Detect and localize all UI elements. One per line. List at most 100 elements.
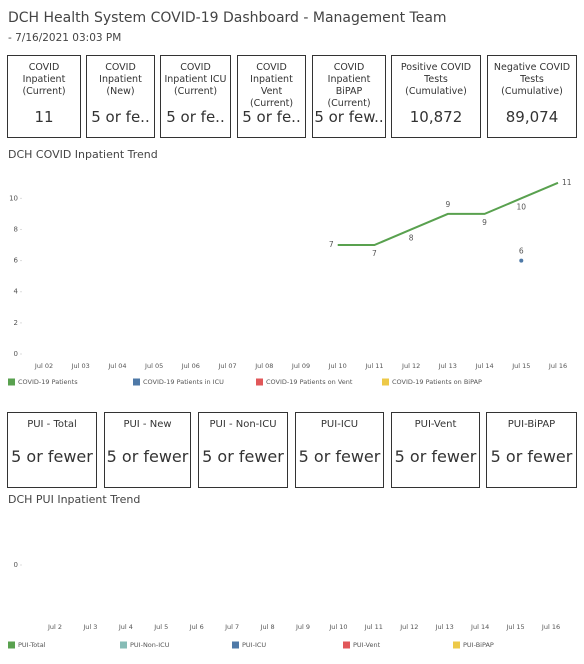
x-tick-label: Jul 10 bbox=[328, 362, 347, 370]
pui-card: PUI - Total 5 or fewer bbox=[7, 412, 97, 488]
pui-card: PUI - New 5 or fewer bbox=[104, 412, 191, 488]
x-tick-label: Jul 10 bbox=[328, 623, 347, 631]
x-tick-label: Jul 15 bbox=[511, 362, 530, 370]
y-tick-label: 0 bbox=[14, 350, 18, 358]
x-tick-label: Jul 2 bbox=[47, 623, 62, 631]
chart: DCH COVID Inpatient Trend 0 2 4 6 8 10 Jul 02 Ju… bbox=[8, 148, 572, 386]
chart-title: DCH COVID Inpatient Trend bbox=[8, 148, 158, 161]
pui-label: PUI - New bbox=[123, 419, 172, 430]
pui-value: 5 or fewer bbox=[394, 447, 477, 466]
kpi-label: COVID Inpatient ICU (Current) bbox=[164, 62, 227, 97]
data-label: 7 bbox=[372, 249, 377, 258]
x-tick-label: Jul 4 bbox=[118, 623, 133, 631]
pui-value: 5 or fewer bbox=[106, 447, 189, 466]
kpi-label: COVID Inpatient Vent (Current) bbox=[249, 62, 294, 109]
pui-label: PUI-Vent bbox=[414, 419, 457, 430]
kpi-card: COVID Inpatient (Current) 11 bbox=[7, 55, 81, 138]
legend-label: COVID-19 Patients bbox=[18, 378, 78, 386]
legend-label: PUI-ICU bbox=[242, 641, 266, 649]
x-tick-label: Jul 14 bbox=[470, 623, 489, 631]
x-tick-label: Jul 11 bbox=[364, 362, 383, 370]
pui-label: PUI - Total bbox=[27, 419, 77, 430]
legend-label: PUI-Total bbox=[18, 641, 46, 649]
kpi-card: COVID Inpatient BiPAP (Current) 5 or few.… bbox=[312, 55, 386, 138]
data-label: 8 bbox=[409, 233, 414, 242]
x-tick-label: Jul 05 bbox=[144, 362, 163, 370]
x-tick-label: Jul 3 bbox=[82, 623, 97, 631]
x-tick-label: Jul 8 bbox=[260, 623, 275, 631]
series-point bbox=[519, 258, 524, 263]
legend-swatch bbox=[382, 378, 389, 386]
x-tick-label: Jul 06 bbox=[181, 362, 200, 370]
pui-value: 5 or fewer bbox=[202, 447, 284, 466]
pui-value: 5 or fewer bbox=[490, 447, 573, 466]
x-tick-label: Jul 13 bbox=[438, 362, 457, 370]
data-label: 11 bbox=[562, 178, 572, 187]
legend-label: PUI-BiPAP bbox=[463, 641, 494, 649]
x-tick-label: Jul 16 bbox=[548, 362, 567, 370]
legend-label: COVID-19 Patients on Vent bbox=[266, 378, 353, 386]
legend-label: COVID-19 Patients in ICU bbox=[143, 378, 224, 386]
pui-value: 5 or fewer bbox=[298, 447, 381, 466]
x-tick-label: Jul 9 bbox=[295, 623, 310, 631]
x-tick-label: Jul 03 bbox=[71, 362, 90, 370]
chart-title: DCH PUI Inpatient Trend bbox=[8, 493, 140, 506]
chart: DCH PUI Inpatient Trend 0 Jul 2 Jul 3 Jul 4 J… bbox=[8, 493, 560, 649]
y-tick-label: 0 bbox=[14, 561, 18, 569]
kpi-card: Negative COVID Tests (Cumulative) 89,074 bbox=[487, 55, 577, 138]
legend-swatch bbox=[120, 641, 127, 649]
legend-swatch bbox=[8, 641, 15, 649]
legend-swatch bbox=[232, 641, 239, 649]
kpi-label: Negative COVID Tests (Cumulative) bbox=[493, 62, 571, 97]
kpi-card: COVID Inpatient (New) 5 or fe.. bbox=[86, 55, 155, 138]
legend-swatch bbox=[343, 641, 350, 649]
data-label: 10 bbox=[517, 202, 527, 211]
legend-swatch bbox=[256, 378, 263, 386]
pui-label: PUI-ICU bbox=[320, 419, 359, 430]
pui-card: PUI-Vent 5 or fewer bbox=[391, 412, 480, 488]
x-tick-label: Jul 12 bbox=[399, 623, 418, 631]
kpi-card: COVID Inpatient ICU (Current) 5 or fe.. bbox=[160, 55, 231, 138]
kpi-value: 5 or fe.. bbox=[242, 108, 301, 126]
kpi-value: 5 or fe.. bbox=[166, 108, 225, 126]
kpi-label: Positive COVID Tests (Cumulative) bbox=[400, 62, 472, 97]
x-tick-label: Jul 12 bbox=[401, 362, 420, 370]
data-label: 6 bbox=[519, 247, 524, 256]
kpi-value: 11 bbox=[34, 108, 54, 126]
kpi-value: 10,872 bbox=[409, 108, 463, 126]
kpi-card: COVID Inpatient Vent (Current) 5 or fe.. bbox=[237, 55, 306, 138]
kpi-value: 89,074 bbox=[505, 108, 559, 126]
y-tick-label: 6 bbox=[14, 257, 19, 265]
legend-label: COVID-19 Patients on BiPAP bbox=[392, 378, 482, 386]
x-tick-label: Jul 5 bbox=[153, 623, 168, 631]
y-tick-label: 4 bbox=[14, 288, 19, 296]
x-tick-label: Jul 08 bbox=[254, 362, 273, 370]
x-tick-label: Jul 7 bbox=[224, 623, 239, 631]
series-line bbox=[337, 181, 559, 247]
kpi-label: COVID Inpatient BiPAP (Current) bbox=[327, 62, 371, 109]
x-tick-label: Jul 02 bbox=[34, 362, 53, 370]
data-label: 7 bbox=[329, 240, 334, 249]
data-label: 9 bbox=[482, 218, 487, 227]
x-tick-label: Jul 09 bbox=[291, 362, 310, 370]
x-tick-label: Jul 16 bbox=[541, 623, 560, 631]
y-tick-label: 10 bbox=[9, 194, 18, 202]
x-tick-label: Jul 6 bbox=[189, 623, 204, 631]
kpi-label: COVID Inpatient (New) bbox=[99, 62, 142, 97]
x-tick-label: Jul 11 bbox=[364, 623, 383, 631]
x-tick-label: Jul 14 bbox=[474, 362, 493, 370]
pui-card: PUI-ICU 5 or fewer bbox=[295, 412, 384, 488]
kpi-value: 5 or fe.. bbox=[91, 108, 150, 126]
data-label: 9 bbox=[445, 200, 450, 209]
pui-card: PUI - Non-ICU 5 or fewer bbox=[198, 412, 288, 488]
y-tick-label: 8 bbox=[14, 225, 18, 233]
dashboard-title: DCH Health System COVID-19 Dashboard - M… bbox=[8, 10, 447, 26]
legend-label: PUI-Non-ICU bbox=[130, 641, 170, 649]
legend-swatch bbox=[133, 378, 140, 386]
pui-card: PUI-BiPAP 5 or fewer bbox=[486, 412, 577, 488]
kpi-label: COVID Inpatient (Current) bbox=[22, 62, 66, 97]
x-tick-label: Jul 04 bbox=[107, 362, 126, 370]
x-tick-label: Jul 07 bbox=[217, 362, 236, 370]
legend-swatch bbox=[453, 641, 460, 649]
